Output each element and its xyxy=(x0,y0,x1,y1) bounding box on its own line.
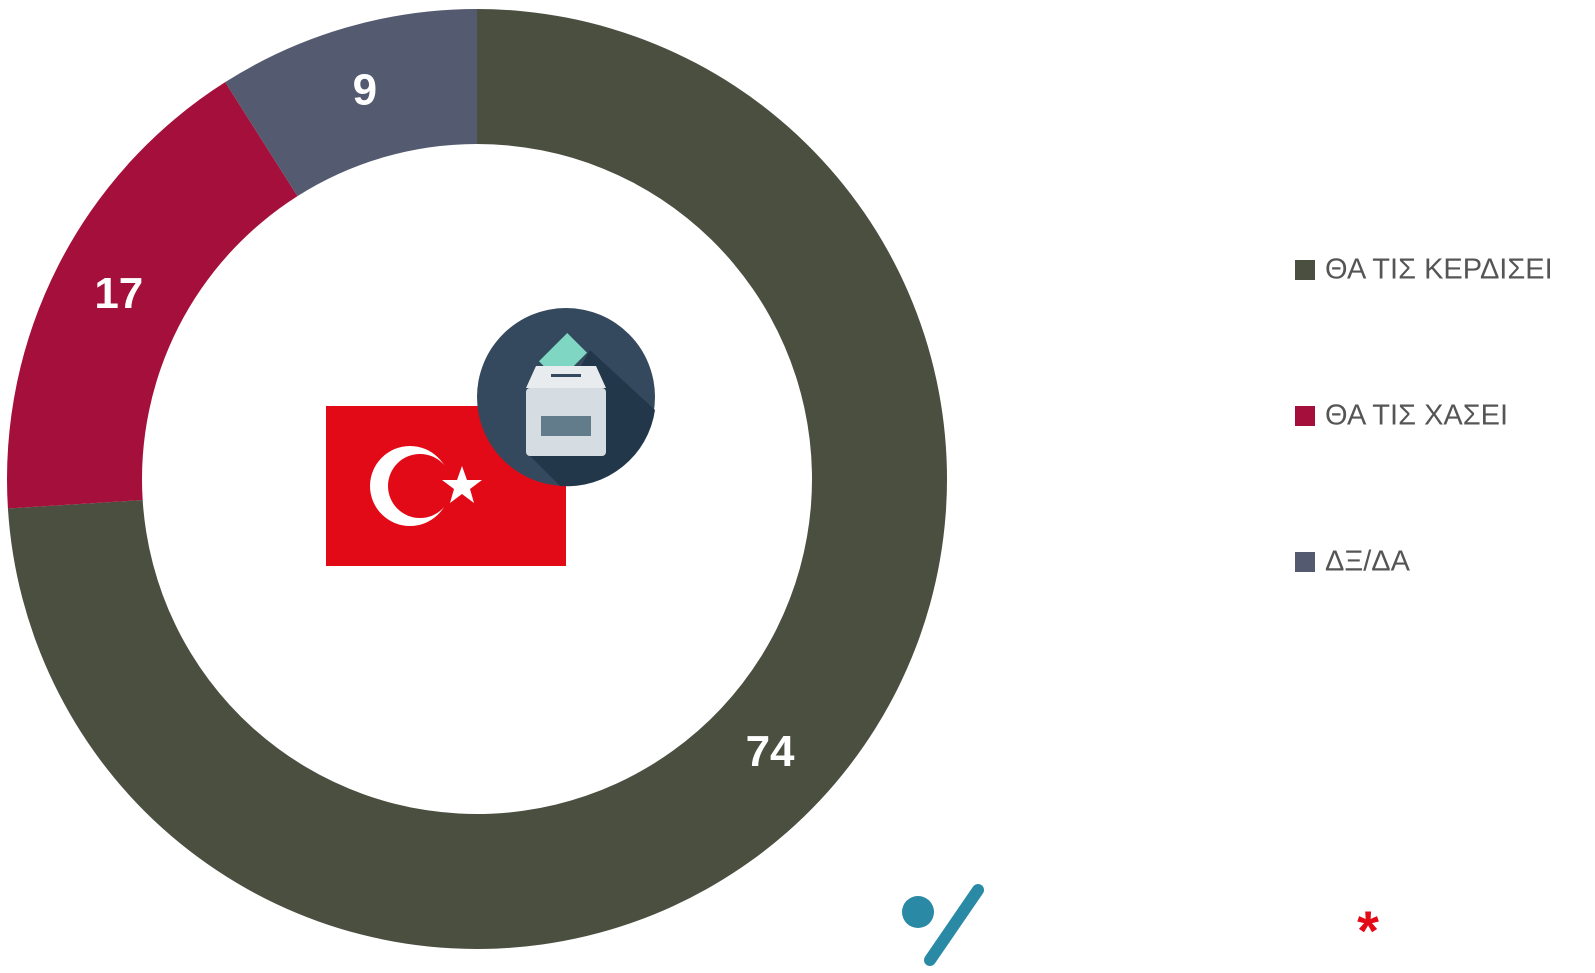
donut-segment xyxy=(225,9,477,197)
legend-swatch xyxy=(1295,406,1315,426)
donut: 74 17 9 xyxy=(6,9,948,949)
legend-label: ΘΑ ΤΙΣ ΧΑΣΕΙ xyxy=(1325,400,1508,432)
legend-label: ΔΞ/ΔΑ xyxy=(1325,546,1411,578)
percent-decoration xyxy=(902,884,984,966)
legend-swatch xyxy=(1295,260,1315,280)
donut-segment xyxy=(6,82,298,509)
legend-swatch xyxy=(1295,552,1315,572)
legend-label: ΘΑ ΤΙΣ ΚΕΡΔΙΣΕΙ xyxy=(1325,254,1553,286)
legend: ΘΑ ΤΙΣ ΚΕΡΔΙΣΕΙ ΘΑ ΤΙΣ ΧΑΣΕΙ ΔΞ/ΔΑ xyxy=(1295,254,1553,578)
asterisk: * xyxy=(1357,899,1379,962)
ballot-icon xyxy=(477,308,655,487)
data-label: 74 xyxy=(746,727,795,776)
data-label: 9 xyxy=(353,66,377,115)
data-label: 17 xyxy=(94,269,143,318)
